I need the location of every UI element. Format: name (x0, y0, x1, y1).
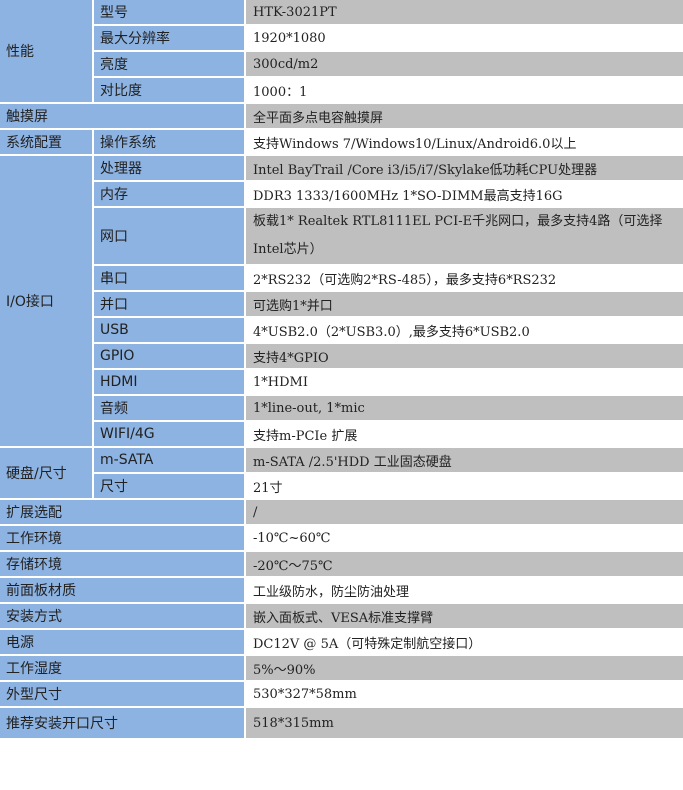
spec-row: 串口 2*RS232（可选购2*RS-485），最多支持6*RS232 (0, 264, 683, 292)
spec-row: 电源 DC12V @ 5A（可特殊定制航空接口） (0, 628, 683, 656)
spec-row: WIFI/4G 支持m-PCIe 扩展 (0, 420, 683, 448)
spec-row: 扩展选配 / (0, 498, 683, 526)
spec-row: 安装方式 嵌入面板式、VESA标准支撑臂 (0, 602, 683, 630)
section-label: 外型尺寸 (0, 680, 246, 708)
item-value: Intel BayTrail /Core i3/i5/i7/Skylake低功耗… (244, 154, 683, 182)
spec-row: 尺寸 21寸 (0, 472, 683, 500)
item-value: 支持4*GPIO (244, 342, 683, 370)
item-value: DC12V @ 5A（可特殊定制航空接口） (244, 628, 683, 656)
item-value: 支持Windows 7/Windows10/Linux/Android6.0以上 (244, 128, 683, 156)
item-value: 嵌入面板式、VESA标准支撑臂 (244, 602, 683, 630)
section-label: 系统配置 (0, 128, 94, 156)
item-value: 2*RS232（可选购2*RS-485），最多支持6*RS232 (244, 264, 683, 292)
item-label: 尺寸 (92, 472, 246, 500)
item-value: 工业级防水，防尘防油处理 (244, 576, 683, 604)
section-label: I/O接口 (0, 154, 94, 448)
section-label: 性能 (0, 0, 94, 104)
spec-row: 对比度 1000：1 (0, 76, 683, 104)
item-value: 21寸 (244, 472, 683, 500)
spec-row: 工作湿度 5%～90% (0, 654, 683, 682)
spec-row: 外型尺寸 530*327*58mm (0, 680, 683, 708)
spec-row: 内存 DDR3 1333/1600MHz 1*SO-DIMM最高支持16G (0, 180, 683, 208)
item-label: 并口 (92, 290, 246, 318)
item-value: 518*315mm (244, 706, 683, 738)
item-label: m-SATA (92, 446, 246, 474)
spec-row: HDMI 1*HDMI (0, 368, 683, 396)
spec-row: I/O接口 处理器 Intel BayTrail /Core i3/i5/i7/Sk… (0, 154, 683, 448)
item-value: 支持m-PCIe 扩展 (244, 420, 683, 448)
item-value: m-SATA /2.5'HDD 工业固态硬盘 (244, 446, 683, 474)
section-label: 工作湿度 (0, 654, 246, 682)
item-value: 全平面多点电容触摸屏 (244, 102, 683, 130)
spec-row: 最大分辨率 1920*1080 (0, 24, 683, 52)
section-label: 推荐安装开口尺寸 (0, 706, 246, 738)
item-value: DDR3 1333/1600MHz 1*SO-DIMM最高支持16G (244, 180, 683, 208)
item-label: USB (92, 316, 246, 344)
spec-row: 性能 型号 HTK-3021PT (0, 0, 683, 104)
item-label: WIFI/4G (92, 420, 246, 448)
item-label: 串口 (92, 264, 246, 292)
item-label: 内存 (92, 180, 246, 208)
item-label: 音频 (92, 394, 246, 422)
spec-row: 前面板材质 工业级防水，防尘防油处理 (0, 576, 683, 604)
spec-row: 音频 1*line-out, 1*mic (0, 394, 683, 422)
item-label: GPIO (92, 342, 246, 370)
spec-row: 系统配置 操作系统 支持Windows 7/Windows10/Linux/Andr… (0, 128, 683, 156)
spec-row: USB 4*USB2.0（2*USB3.0）,最多支持6*USB2.0 (0, 316, 683, 344)
item-label: 处理器 (92, 154, 246, 182)
section-label: 触摸屏 (0, 102, 246, 130)
spec-row: 亮度 300cd/m2 (0, 50, 683, 78)
spec-row: GPIO 支持4*GPIO (0, 342, 683, 370)
item-value: 1*line-out, 1*mic (244, 394, 683, 422)
section-label: 扩展选配 (0, 498, 246, 526)
item-value: 300cd/m2 (244, 50, 683, 78)
section-label: 安装方式 (0, 602, 246, 630)
item-value: -10℃~60℃ (244, 524, 683, 552)
item-value: 1000：1 (244, 76, 683, 104)
item-value: -20℃～75℃ (244, 550, 683, 578)
section-label: 电源 (0, 628, 246, 656)
item-label: 亮度 (92, 50, 246, 78)
spec-row: 并口 可选购1*并口 (0, 290, 683, 318)
item-label: 对比度 (92, 76, 246, 104)
item-value: / (244, 498, 683, 526)
spec-row: 硬盘/尺寸 m-SATA m-SATA /2.5'HDD 工业固态硬盘 (0, 446, 683, 500)
item-value: 4*USB2.0（2*USB3.0）,最多支持6*USB2.0 (244, 316, 683, 344)
item-value: 板载1* Realtek RTL8111EL PCI-E千兆网口，最多支持4路（… (244, 206, 683, 266)
item-value: HTK-3021PT (244, 0, 683, 26)
item-value: 可选购1*并口 (244, 290, 683, 318)
section-label: 存储环境 (0, 550, 246, 578)
spec-row: 工作环境 -10℃~60℃ (0, 524, 683, 552)
section-label: 前面板材质 (0, 576, 246, 604)
item-value: 1*HDMI (244, 368, 683, 396)
item-label: 型号 (92, 0, 246, 26)
spec-row: 触摸屏 全平面多点电容触摸屏 (0, 102, 683, 130)
item-label: 操作系统 (92, 128, 246, 156)
item-value: 5%～90% (244, 654, 683, 682)
item-value: 1920*1080 (244, 24, 683, 52)
item-label: 最大分辨率 (92, 24, 246, 52)
item-label: HDMI (92, 368, 246, 396)
item-value: 530*327*58mm (244, 680, 683, 708)
spec-row: 推荐安装开口尺寸 518*315mm (0, 706, 683, 738)
section-label: 工作环境 (0, 524, 246, 552)
section-label: 硬盘/尺寸 (0, 446, 94, 500)
spec-table: 性能 型号 HTK-3021PT 最大分辨率 1920*1080 亮度 300cd/m2 对比… (0, 0, 683, 738)
spec-row: 网口 板载1* Realtek RTL8111EL PCI-E千兆网口，最多支持4… (0, 206, 683, 266)
item-label: 网口 (92, 206, 246, 266)
spec-row: 存储环境 -20℃～75℃ (0, 550, 683, 578)
